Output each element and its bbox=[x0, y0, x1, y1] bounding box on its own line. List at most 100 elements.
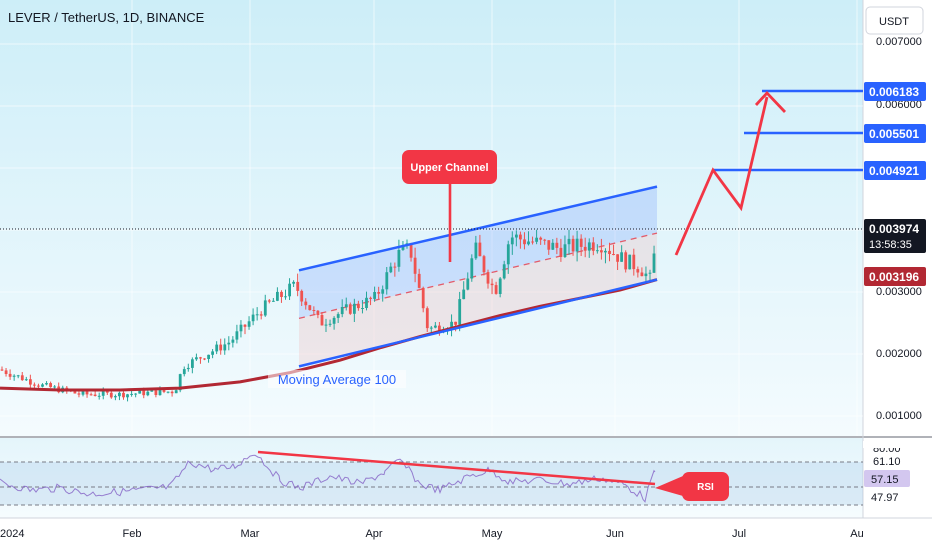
candle-body[interactable] bbox=[93, 394, 97, 396]
candle-body[interactable] bbox=[288, 283, 291, 297]
moving-average-callout[interactable]: Moving Average 100 bbox=[268, 370, 406, 388]
candle-body[interactable] bbox=[604, 250, 607, 253]
candle-body[interactable] bbox=[37, 385, 40, 387]
candle-body[interactable] bbox=[409, 243, 413, 258]
candle-body[interactable] bbox=[381, 289, 385, 294]
candle-body[interactable] bbox=[170, 391, 174, 394]
candle-body[interactable] bbox=[624, 252, 628, 270]
candle-body[interactable] bbox=[267, 300, 271, 302]
candle-body[interactable] bbox=[438, 325, 441, 333]
candle-body[interactable] bbox=[203, 358, 206, 360]
candle-body[interactable] bbox=[575, 238, 579, 252]
rsi-trendline[interactable] bbox=[257, 450, 656, 486]
candle-body[interactable] bbox=[336, 314, 340, 318]
rsi-callout[interactable]: RSI bbox=[655, 472, 729, 501]
time-axis[interactable]: 2024 Feb Mar Apr May Jun Jul Au bbox=[0, 528, 864, 540]
candle-body[interactable] bbox=[466, 278, 470, 290]
candle-body[interactable] bbox=[600, 250, 603, 253]
candle-body[interactable] bbox=[478, 242, 482, 257]
candle-body[interactable] bbox=[353, 303, 356, 314]
candle-body[interactable] bbox=[612, 254, 615, 255]
upper-channel-callout[interactable]: Upper Channel bbox=[402, 150, 497, 262]
candle-body[interactable] bbox=[20, 375, 24, 381]
candle-body[interactable] bbox=[361, 308, 364, 309]
candle-body[interactable] bbox=[259, 314, 263, 316]
candle-body[interactable] bbox=[510, 237, 514, 245]
candle-body[interactable] bbox=[296, 281, 300, 291]
candle-body[interactable] bbox=[85, 391, 89, 395]
candle-body[interactable] bbox=[652, 253, 656, 273]
candle-body[interactable] bbox=[636, 269, 640, 273]
candle-body[interactable] bbox=[462, 289, 466, 300]
candle-body[interactable] bbox=[81, 391, 85, 395]
candle-body[interactable] bbox=[458, 299, 462, 325]
candle-body[interactable] bbox=[162, 389, 166, 392]
candle-body[interactable] bbox=[24, 379, 28, 381]
candle-body[interactable] bbox=[328, 323, 332, 325]
candle-body[interactable] bbox=[535, 237, 538, 242]
candle-body[interactable] bbox=[154, 390, 158, 395]
candle-body[interactable] bbox=[316, 310, 320, 315]
rsi-line[interactable] bbox=[0, 454, 656, 503]
candle-body[interactable] bbox=[0, 369, 4, 371]
candle-body[interactable] bbox=[365, 297, 368, 308]
candle-body[interactable] bbox=[332, 317, 336, 324]
candle-body[interactable] bbox=[41, 384, 44, 387]
candle-body[interactable] bbox=[620, 252, 623, 262]
candle-body[interactable] bbox=[126, 394, 129, 398]
candle-body[interactable] bbox=[648, 272, 652, 274]
candle-body[interactable] bbox=[53, 386, 56, 388]
candle-body[interactable] bbox=[142, 390, 146, 396]
candle-body[interactable] bbox=[539, 237, 543, 240]
candle-body[interactable] bbox=[583, 246, 587, 251]
candle-body[interactable] bbox=[235, 331, 239, 340]
candle-body[interactable] bbox=[105, 391, 109, 393]
candle-body[interactable] bbox=[401, 245, 405, 250]
candle-body[interactable] bbox=[324, 324, 328, 326]
candle-body[interactable] bbox=[357, 303, 360, 309]
candle-body[interactable] bbox=[33, 384, 36, 386]
rsi-axis[interactable]: 80.00 61.10 57.15 47.97 bbox=[863, 441, 932, 504]
candle-body[interactable] bbox=[377, 292, 381, 294]
candle-body[interactable] bbox=[97, 395, 101, 397]
candle-body[interactable] bbox=[182, 369, 186, 375]
candle-body[interactable] bbox=[490, 283, 494, 286]
candle-body[interactable] bbox=[195, 357, 198, 360]
candle-body[interactable] bbox=[89, 394, 93, 396]
candle-body[interactable] bbox=[312, 310, 316, 311]
candle-body[interactable] bbox=[551, 242, 555, 250]
candle-body[interactable] bbox=[227, 342, 231, 345]
candle-body[interactable] bbox=[29, 379, 32, 385]
candle-body[interactable] bbox=[579, 238, 583, 247]
candle-body[interactable] bbox=[158, 389, 162, 396]
candle-body[interactable] bbox=[45, 383, 48, 385]
candle-body[interactable] bbox=[640, 272, 644, 277]
candle-body[interactable] bbox=[146, 391, 150, 396]
candle-body[interactable] bbox=[211, 351, 214, 355]
candle-body[interactable] bbox=[207, 354, 210, 359]
candle-body[interactable] bbox=[587, 242, 591, 251]
candle-body[interactable] bbox=[596, 250, 599, 252]
candle-body[interactable] bbox=[247, 321, 251, 327]
candle-body[interactable] bbox=[174, 390, 178, 394]
candle-body[interactable] bbox=[523, 239, 526, 245]
candle-body[interactable] bbox=[101, 391, 105, 396]
candle-body[interactable] bbox=[130, 393, 133, 395]
candle-body[interactable] bbox=[73, 391, 77, 394]
candle-body[interactable] bbox=[515, 234, 518, 238]
candle-body[interactable] bbox=[348, 304, 352, 314]
candle-body[interactable] bbox=[591, 242, 595, 251]
candle-body[interactable] bbox=[320, 315, 324, 326]
candle-body[interactable] bbox=[191, 359, 194, 368]
candle-body[interactable] bbox=[223, 344, 227, 351]
candle-body[interactable] bbox=[49, 383, 52, 388]
candle-body[interactable] bbox=[77, 393, 81, 395]
candle-body[interactable] bbox=[284, 296, 287, 298]
candle-body[interactable] bbox=[166, 391, 170, 393]
price-axis[interactable]: USDT 0.007000 0.006000 0.003000 0.002000… bbox=[864, 6, 926, 422]
candle-body[interactable] bbox=[563, 244, 567, 257]
candle-body[interactable] bbox=[628, 254, 632, 270]
channel-upper-line[interactable] bbox=[298, 185, 658, 272]
candle-body[interactable] bbox=[571, 238, 575, 252]
channel-lower-line[interactable] bbox=[298, 278, 658, 368]
